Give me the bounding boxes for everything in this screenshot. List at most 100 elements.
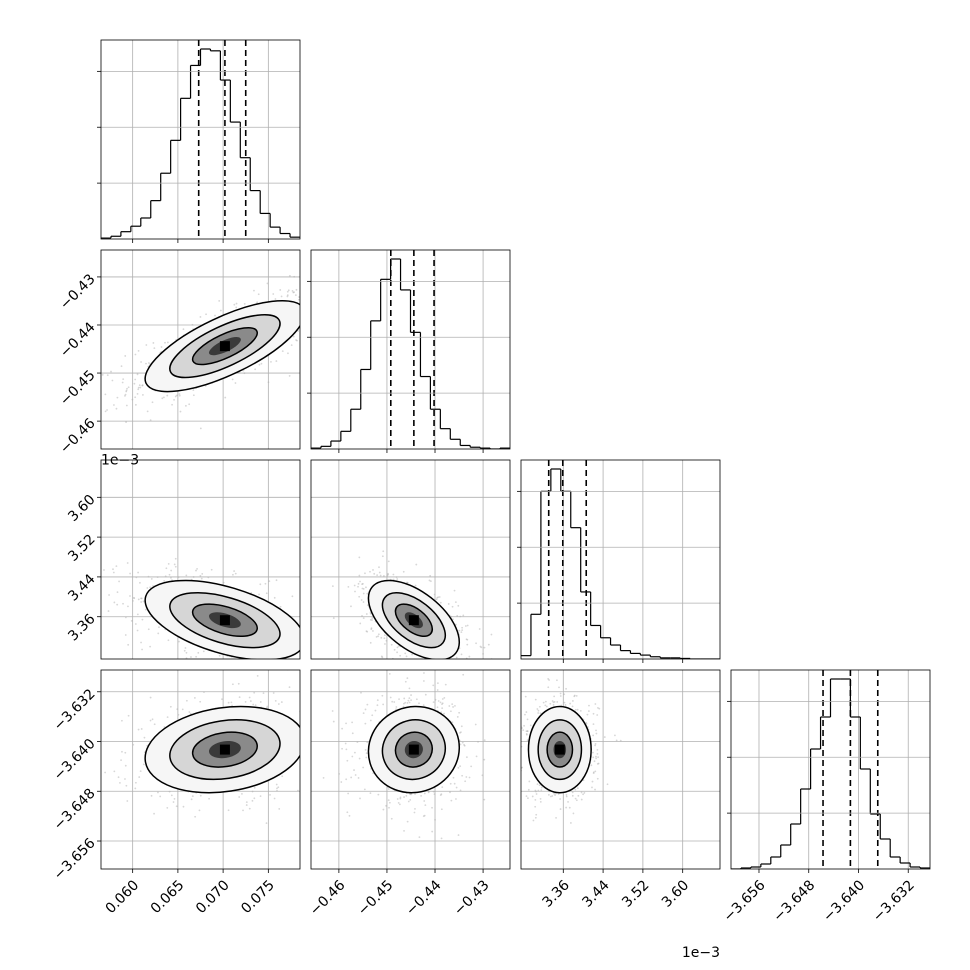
scatter-point	[406, 702, 409, 704]
scatter-point	[436, 706, 439, 709]
scatter-point	[438, 596, 441, 598]
y-tick-label: 3.44	[65, 571, 98, 604]
scatter-point	[323, 726, 325, 728]
scatter-point	[597, 762, 600, 765]
scatter-point	[461, 626, 464, 629]
scatter-point	[436, 682, 439, 685]
scatter-point	[345, 769, 347, 771]
scatter-point	[221, 698, 223, 701]
scatter-point	[319, 759, 321, 761]
scatter-point	[108, 594, 110, 596]
scatter-point	[305, 320, 307, 322]
scatter-point	[241, 792, 243, 795]
pair-content	[104, 670, 347, 825]
scatter-point	[441, 707, 444, 710]
scatter-point	[372, 569, 374, 571]
scatter-point	[364, 722, 367, 725]
scatter-point	[556, 679, 558, 682]
scatter-point	[356, 305, 358, 307]
scatter-point	[167, 562, 170, 565]
scatter-point	[405, 795, 408, 797]
scatter-point	[398, 803, 401, 806]
scatter-point	[278, 808, 281, 810]
density-peak	[219, 744, 230, 755]
scatter-point	[315, 733, 317, 735]
scatter-point	[383, 575, 385, 577]
scatter-point	[146, 410, 149, 413]
scatter-point	[288, 274, 291, 277]
x-tick-label: −0.46	[307, 877, 349, 919]
scatter-point	[422, 704, 425, 707]
scatter-point	[408, 701, 411, 704]
scatter-point	[242, 661, 244, 663]
scatter-point	[479, 645, 482, 648]
scatter-point	[460, 631, 463, 634]
scatter-point	[131, 398, 134, 401]
scatter-point	[580, 798, 583, 801]
scatter-point	[385, 804, 388, 807]
scatter-point	[382, 550, 385, 553]
histogram	[311, 258, 510, 449]
scatter-point	[387, 560, 390, 563]
scatter-point	[242, 809, 244, 812]
scatter-point	[547, 793, 550, 796]
scatter-point	[258, 593, 260, 596]
pair-panel	[97, 249, 358, 450]
scatter-point	[146, 587, 149, 589]
scatter-point	[470, 765, 473, 768]
scatter-point	[173, 563, 176, 566]
scatter-point	[243, 668, 245, 670]
scatter-point	[435, 664, 437, 666]
scatter-point	[300, 318, 302, 320]
scatter-point	[439, 701, 442, 704]
scatter-point	[231, 378, 234, 381]
scatter-point	[127, 714, 130, 717]
scatter-point	[201, 572, 204, 575]
scatter-point	[586, 713, 589, 716]
scatter-point	[559, 695, 562, 697]
histogram	[731, 678, 930, 869]
scatter-point	[291, 290, 294, 292]
scatter-point	[451, 671, 453, 673]
scatter-point	[252, 703, 255, 706]
scatter-point	[139, 386, 142, 389]
scatter-point	[362, 601, 365, 603]
scatter-point	[403, 702, 405, 705]
scatter-point	[361, 582, 364, 585]
scatter-point	[281, 350, 284, 353]
scatter-point	[124, 355, 127, 357]
scatter-point	[396, 651, 399, 654]
y-offset-label: 1e−3	[101, 453, 139, 469]
scatter-point	[380, 636, 383, 639]
scatter-point	[502, 742, 504, 744]
scatter-point	[387, 799, 390, 802]
scatter-point	[557, 793, 560, 795]
scatter-point	[235, 302, 238, 305]
pair-frame	[100, 249, 301, 450]
pair-content	[103, 557, 332, 670]
scatter-point	[449, 661, 451, 663]
scatter-point	[380, 655, 383, 658]
scatter-point	[385, 639, 388, 642]
scatter-point	[330, 719, 332, 721]
scatter-point	[376, 704, 379, 707]
scatter-point	[166, 806, 169, 809]
scatter-point	[369, 641, 372, 644]
scatter-point	[451, 703, 454, 706]
scatter-point	[141, 384, 144, 387]
scatter-point	[350, 605, 352, 608]
scatter-point	[322, 776, 325, 779]
scatter-point	[140, 601, 143, 603]
scatter-point	[330, 646, 332, 648]
scatter-point	[338, 773, 341, 775]
scatter-point	[319, 646, 321, 648]
y-tick-label: 3.52	[65, 531, 98, 564]
scatter-point	[127, 643, 130, 646]
scatter-point	[199, 794, 202, 797]
scatter-point	[184, 647, 187, 649]
scatter-point	[469, 703, 471, 705]
scatter-point	[433, 593, 436, 596]
scatter-point	[414, 793, 416, 795]
scatter-point	[312, 325, 314, 327]
